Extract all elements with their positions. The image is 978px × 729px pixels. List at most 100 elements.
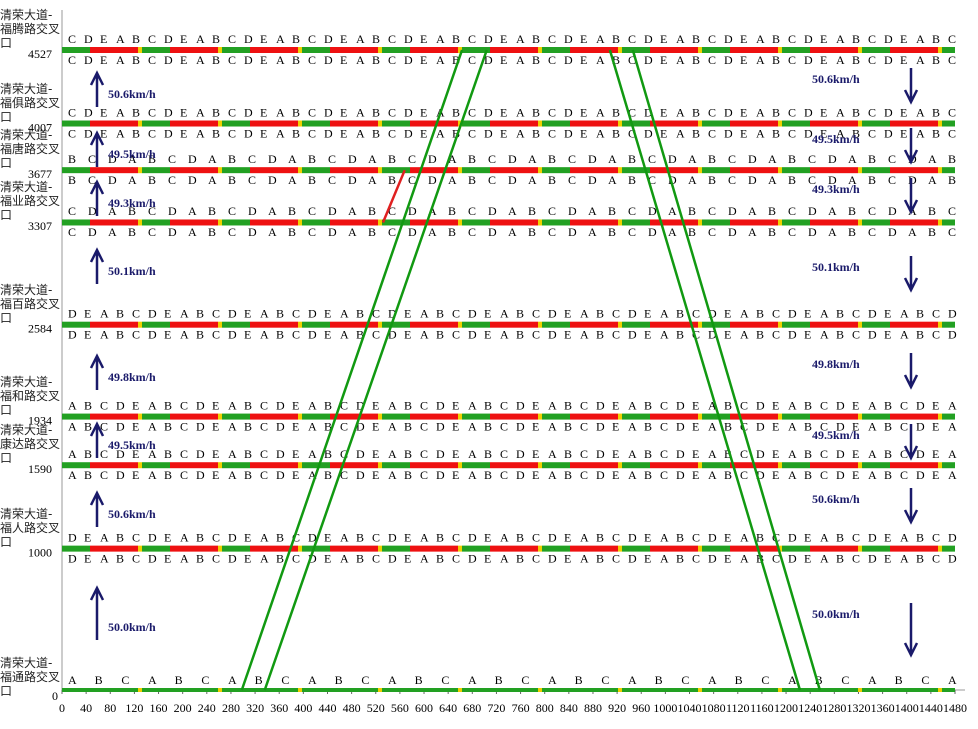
phase-label: C bbox=[340, 468, 348, 482]
signal-red bbox=[250, 120, 298, 127]
phase-label: C bbox=[708, 32, 716, 46]
phase-label: C bbox=[452, 530, 460, 544]
phase-label: E bbox=[292, 447, 299, 461]
phase-label: C bbox=[372, 530, 380, 544]
phase-label: D bbox=[308, 306, 317, 320]
phase-label: C bbox=[441, 673, 449, 687]
signal-yellow bbox=[538, 167, 542, 174]
signal-green bbox=[542, 167, 570, 174]
phase-label: C bbox=[468, 126, 476, 140]
signal-red bbox=[570, 219, 618, 226]
phase-label: E bbox=[452, 468, 459, 482]
phase-label: C bbox=[948, 32, 956, 46]
phase-label: A bbox=[116, 53, 125, 67]
phase-label: B bbox=[884, 419, 892, 433]
phase-label: B bbox=[132, 53, 140, 67]
signal-red bbox=[730, 47, 778, 53]
signal-red bbox=[170, 413, 218, 420]
phase-label: A bbox=[276, 126, 285, 140]
phase-label: B bbox=[612, 32, 620, 46]
intersection-name: 清荣大道-福俱路交叉口 bbox=[0, 81, 61, 124]
phase-label: C bbox=[148, 204, 156, 218]
signal-green bbox=[222, 321, 250, 328]
signal-green bbox=[222, 167, 250, 174]
phase-label: B bbox=[132, 126, 140, 140]
phase-label: B bbox=[676, 530, 684, 544]
phase-label: B bbox=[324, 468, 332, 482]
phase-label: D bbox=[268, 173, 277, 187]
phase-label: E bbox=[692, 468, 699, 482]
signal-green bbox=[702, 462, 730, 469]
phase-label: A bbox=[788, 673, 797, 687]
phase-label: C bbox=[408, 173, 416, 187]
phase-label: B bbox=[288, 204, 296, 218]
green-band-edge bbox=[240, 49, 464, 691]
phase-label: B bbox=[116, 306, 124, 320]
phase-label: C bbox=[68, 32, 76, 46]
signal-green bbox=[862, 167, 890, 174]
phase-label: D bbox=[804, 53, 813, 67]
phase-label: B bbox=[212, 32, 220, 46]
distance-label: 1934 bbox=[28, 413, 52, 427]
phase-label: A bbox=[928, 152, 937, 166]
phase-label: E bbox=[884, 551, 891, 565]
phase-label: C bbox=[361, 673, 369, 687]
signal-green bbox=[302, 462, 330, 469]
phase-label: A bbox=[260, 551, 269, 565]
phase-label: C bbox=[180, 468, 188, 482]
signal-green bbox=[462, 413, 490, 420]
signal-red bbox=[250, 462, 298, 469]
signal-green bbox=[382, 545, 410, 552]
signal-green bbox=[622, 120, 650, 127]
phase-label: C bbox=[820, 398, 828, 412]
phase-label: C bbox=[100, 419, 108, 433]
phase-label: D bbox=[648, 225, 657, 239]
signal-green bbox=[62, 688, 90, 692]
signal-green bbox=[62, 120, 90, 127]
signal-green bbox=[302, 47, 330, 53]
phase-label: B bbox=[756, 306, 764, 320]
phase-label: D bbox=[804, 32, 813, 46]
phase-label: C bbox=[612, 327, 620, 341]
phase-label: A bbox=[180, 530, 189, 544]
signal-red bbox=[490, 120, 538, 127]
signal-red bbox=[490, 545, 538, 552]
phase-label: C bbox=[248, 173, 256, 187]
phase-label: E bbox=[852, 419, 859, 433]
phase-label: A bbox=[756, 32, 765, 46]
signal-red bbox=[90, 120, 138, 127]
phase-label: A bbox=[516, 126, 525, 140]
phase-label: B bbox=[804, 447, 812, 461]
phase-label: D bbox=[276, 398, 285, 412]
signal-red bbox=[890, 462, 938, 469]
phase-label: C bbox=[340, 419, 348, 433]
signal-yellow bbox=[138, 413, 142, 420]
signal-green bbox=[782, 219, 810, 226]
phase-label: B bbox=[532, 53, 540, 67]
intersection-name: 清荣大道-康达路交叉口 bbox=[0, 423, 61, 466]
phase-label: A bbox=[820, 327, 829, 341]
signal-yellow bbox=[698, 167, 702, 174]
phase-label: D bbox=[516, 398, 525, 412]
phase-label: D bbox=[196, 447, 205, 461]
phase-label: E bbox=[484, 327, 491, 341]
signal-yellow bbox=[218, 462, 222, 469]
phase-label: B bbox=[868, 173, 876, 187]
signal-yellow bbox=[378, 321, 382, 328]
signal-yellow bbox=[298, 321, 302, 328]
phase-label: C bbox=[740, 468, 748, 482]
phase-label: C bbox=[521, 673, 529, 687]
phase-label: D bbox=[644, 105, 653, 119]
phase-label: C bbox=[340, 398, 348, 412]
intersection-name: 清荣大道-福业路交叉口 bbox=[0, 180, 61, 223]
signal-green bbox=[142, 413, 170, 420]
phase-label: C bbox=[228, 204, 236, 218]
phase-label: A bbox=[348, 225, 357, 239]
phase-label: B bbox=[516, 306, 524, 320]
phase-label: A bbox=[116, 32, 125, 46]
phase-label: C bbox=[548, 105, 556, 119]
phase-label: A bbox=[580, 551, 589, 565]
x-tick-label: 360 bbox=[270, 701, 288, 715]
phase-label: C bbox=[468, 53, 476, 67]
phase-label: C bbox=[201, 673, 209, 687]
